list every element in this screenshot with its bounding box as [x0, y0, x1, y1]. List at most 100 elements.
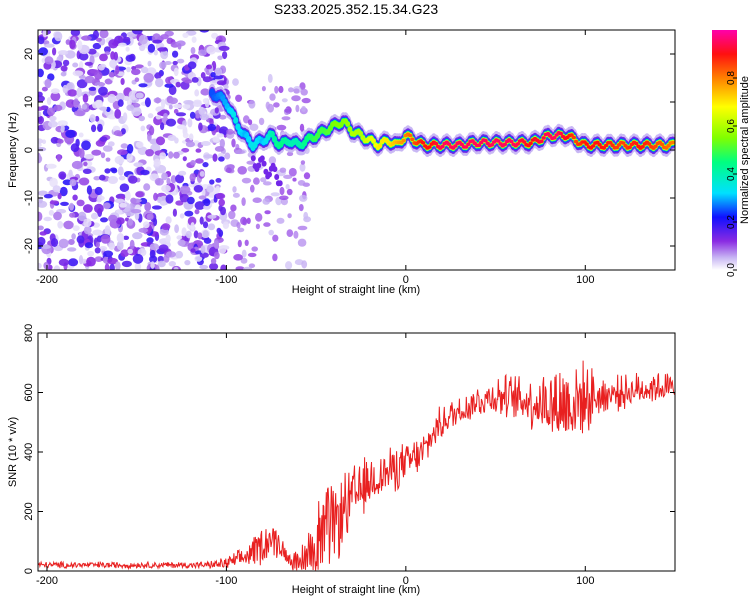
heatmap-cell: [569, 133, 574, 137]
heatmap-cell: [241, 249, 247, 258]
heatmap-cell: [187, 196, 195, 205]
heatmap-cell: [502, 142, 508, 147]
heatmap-cell: [558, 131, 564, 136]
heatmap-cell: [184, 79, 193, 84]
heatmap-cell: [210, 72, 216, 78]
heatmap-cell: [92, 42, 102, 50]
heatmap-cell: [262, 181, 272, 186]
heatmap-cell: [244, 239, 249, 246]
heatmap-cell: [91, 149, 102, 156]
heatmap-cell: [126, 143, 134, 154]
heatmap-y-ticks: -20 -10 0 10 20: [23, 48, 675, 254]
heatmap-cell: [154, 264, 160, 270]
heatmap-cell: [201, 141, 211, 146]
heatmap-cell: [191, 36, 197, 43]
heatmap-cell: [573, 139, 579, 144]
snr-series-line: [38, 360, 675, 571]
heatmap-cell: [285, 261, 293, 270]
heatmap-cell: [177, 239, 186, 247]
heatmap-cell: [45, 163, 57, 169]
heatmap-cell: [248, 263, 256, 269]
heatmap-cell: [132, 253, 144, 264]
heatmap-cell: [83, 154, 95, 159]
heatmap-cell: [93, 176, 101, 181]
heatmap-cell: [94, 247, 101, 254]
heatmap-cell: [60, 65, 68, 72]
heatmap-cell: [38, 142, 42, 148]
heatmap-cell: [213, 75, 224, 80]
heatmap-cell: [144, 97, 151, 108]
heatmap-cell: [193, 230, 199, 239]
heatmap-cell: [295, 104, 300, 113]
heatmap-cell: [200, 88, 210, 96]
heatmap-cell: [179, 193, 189, 203]
heatmap-cell: [120, 143, 129, 149]
heatmap-cell: [103, 202, 111, 210]
heatmap-cell: [175, 112, 187, 117]
heatmap-cell: [96, 197, 102, 203]
heatmap-cell: [247, 252, 257, 258]
heatmap-cell: [118, 175, 126, 181]
heatmap-cell: [50, 91, 61, 102]
heatmap-cell: [172, 50, 179, 58]
heatmap-cell: [371, 139, 376, 143]
heatmap-cell: [278, 85, 284, 94]
heatmap-cell: [81, 35, 92, 41]
heatmap-cell: [300, 160, 306, 165]
heatmap-cell: [66, 82, 73, 90]
heatmap-cell: [146, 213, 154, 221]
heatmap-cell: [104, 263, 110, 270]
heatmap-cell: [276, 217, 285, 224]
heatmap-cell: [252, 143, 258, 147]
heatmap-cell: [653, 144, 658, 149]
heatmap-cell: [97, 123, 103, 133]
heatmap-cell: [248, 119, 253, 126]
heatmap-cell: [300, 88, 308, 96]
heatmap-cell: [209, 91, 215, 95]
heatmap-cell: [73, 110, 85, 117]
heatmap-cell: [222, 51, 228, 60]
heatmap-cell: [87, 48, 97, 55]
heatmap-cell: [104, 78, 113, 85]
heatmap-cell: [38, 115, 44, 125]
heatmap-cell: [244, 133, 249, 137]
heatmap-cell: [191, 77, 199, 83]
heatmap-cell: [232, 192, 240, 198]
heatmap-cell: [94, 81, 106, 87]
heatmap-cell: [157, 260, 166, 268]
y-tick-label: -20: [23, 238, 35, 254]
snr-x-label: Height of straight line (km): [292, 584, 420, 596]
heatmap-cell: [270, 132, 275, 137]
heatmap-cell: [81, 103, 88, 110]
heatmap-cell: [109, 263, 115, 270]
heatmap-cell: [248, 100, 256, 109]
heatmap-cell: [95, 241, 100, 248]
heatmap-cell: [614, 145, 620, 150]
heatmap-cell: [173, 67, 179, 77]
heatmap-cell: [466, 142, 471, 147]
heatmap-cell: [258, 117, 265, 126]
heatmap-cell: [215, 178, 222, 183]
heatmap-cell: [634, 141, 639, 146]
heatmap-cell: [193, 185, 203, 193]
heatmap-cell: [240, 257, 248, 264]
heatmap-cell: [100, 217, 108, 223]
heatmap-cell: [187, 216, 197, 226]
heatmap-cell: [188, 133, 194, 141]
heatmap-cell: [440, 144, 445, 149]
heatmap-cell: [166, 251, 176, 258]
y-tick-label: 0: [23, 568, 35, 574]
heatmap-cell: [264, 210, 271, 215]
heatmap-cell: [82, 168, 92, 174]
heatmap-cell: [114, 109, 122, 119]
heatmap-cell: [222, 100, 228, 104]
heatmap-cell: [149, 125, 155, 136]
heatmap-cell: [231, 112, 236, 117]
heatmap-cell: [165, 194, 174, 204]
heatmap-cell: [183, 100, 194, 105]
heatmap-cell: [181, 227, 187, 237]
heatmap-cell: [301, 260, 308, 269]
heatmap-cell: [176, 124, 187, 130]
heatmap-cell: [72, 194, 78, 201]
heatmap-cell: [118, 42, 127, 47]
